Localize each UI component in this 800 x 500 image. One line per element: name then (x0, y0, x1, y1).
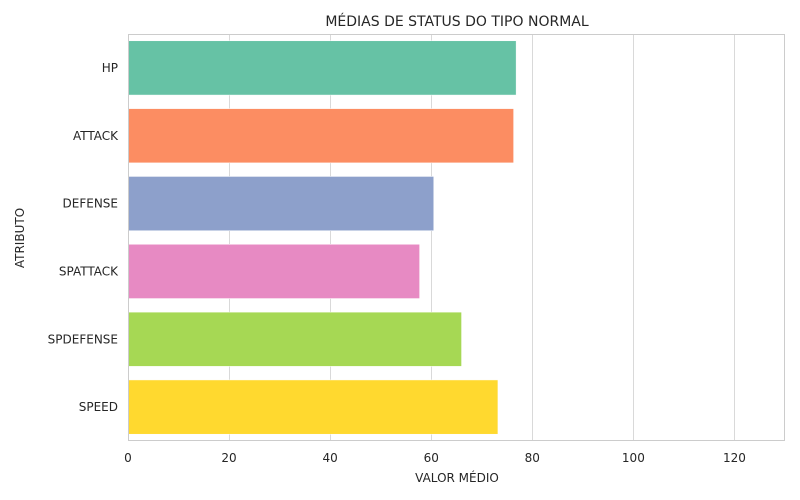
y-axis-label: ATRIBUTO (13, 208, 27, 268)
x-tick-label: 0 (124, 451, 132, 465)
x-tick-label: 20 (221, 451, 236, 465)
plot-frame (128, 34, 785, 441)
y-tick-label: SPDEFENSE (48, 332, 118, 346)
chart-title: MÉDIAS DE STATUS DO TIPO NORMAL (325, 13, 589, 30)
x-tick-label: 100 (622, 451, 645, 465)
bar-attack (128, 108, 514, 164)
x-tick-labels: 0 20 40 60 80 100 120 (124, 451, 746, 465)
y-tick-label: SPEED (79, 400, 118, 414)
y-tick-label: DEFENSE (63, 197, 118, 211)
x-tick-label: 80 (525, 451, 540, 465)
bar-speed (128, 379, 499, 435)
bar-spattack (128, 244, 420, 299)
bar-defense (128, 176, 435, 231)
bars (128, 40, 517, 435)
bar-hp (128, 40, 517, 96)
x-tick-label: 40 (323, 451, 338, 465)
y-tick-label: ATTACK (73, 129, 119, 143)
grid (128, 34, 735, 441)
y-tick-label: SPATTACK (59, 264, 119, 278)
y-tick-labels: HP ATTACK DEFENSE SPATTACK SPDEFENSE SPEED (48, 61, 119, 414)
x-tick-label: 60 (424, 451, 439, 465)
x-axis-label: VALOR MÉDIO (415, 470, 499, 485)
y-tick-label: HP (102, 61, 118, 75)
bar-spdefense (128, 311, 462, 367)
x-tick-label: 120 (723, 451, 746, 465)
